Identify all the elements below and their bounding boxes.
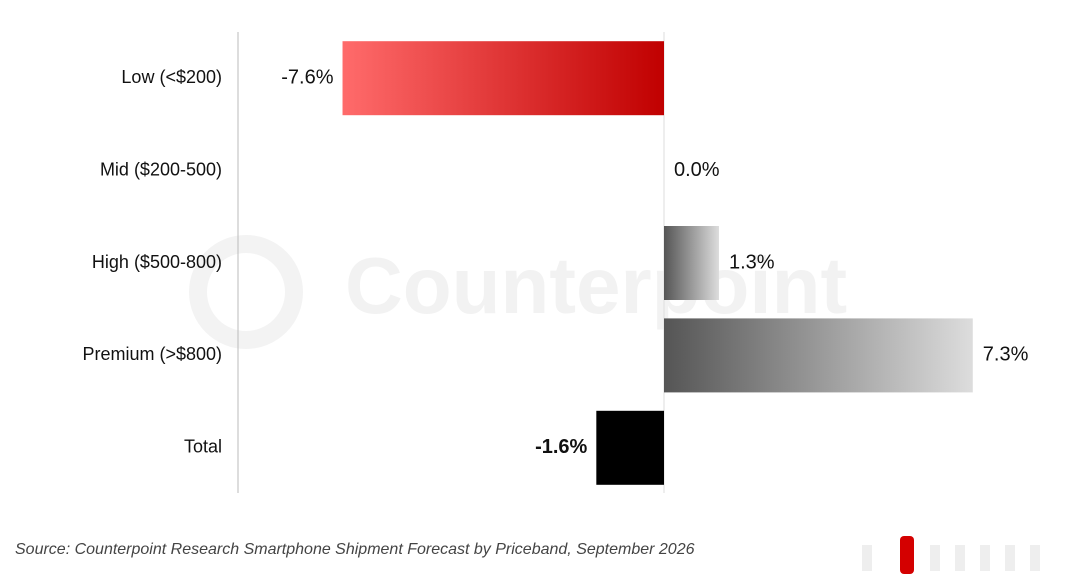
bar xyxy=(664,318,973,393)
watermark: Counterpoint xyxy=(345,241,847,330)
value-label: 1.3% xyxy=(729,251,775,273)
watermark-logo xyxy=(189,235,303,349)
logo xyxy=(862,536,1040,574)
bar xyxy=(596,410,664,485)
category-label: Low (<$200) xyxy=(121,67,222,87)
value-label: 7.3% xyxy=(983,344,1029,366)
category-label: High ($500-800) xyxy=(92,252,222,272)
category-label: Premium (>$800) xyxy=(82,344,222,364)
source: Source: Counterpoint Research Smartphone… xyxy=(15,541,695,558)
category-label: Total xyxy=(184,437,222,457)
category-label: Mid ($200-500) xyxy=(100,159,222,179)
bar xyxy=(664,226,719,300)
value-label: -1.6% xyxy=(535,436,587,458)
bar xyxy=(342,41,664,116)
value-label: -7.6% xyxy=(281,66,333,88)
value-label: 0.0% xyxy=(674,159,720,181)
